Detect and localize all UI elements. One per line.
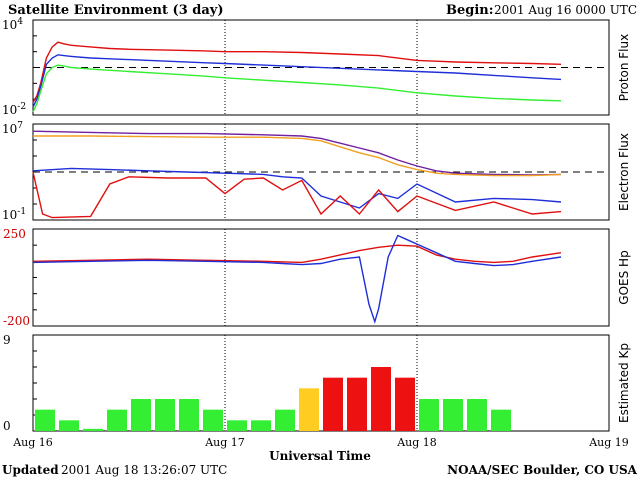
credit: NOAA/SEC Boulder, CO USA (447, 463, 638, 477)
x-tick-aug17: Aug 17 (204, 436, 245, 449)
panel-electron: 107 10-1 Electron Flux (2, 121, 631, 222)
kp-bar (323, 377, 343, 431)
y-tick-label: 9 (3, 333, 11, 347)
panel-proton: 104 10-2 Proton Flux (2, 17, 631, 117)
y-tick-label: 104 (2, 17, 23, 32)
blue-series-line (32, 234, 562, 325)
kp-bar (443, 399, 463, 431)
kp-bar (83, 428, 103, 431)
y-tick-label: 0 (3, 419, 11, 433)
kp-bar (419, 399, 439, 431)
kp-bar (299, 388, 319, 431)
begin-label: Begin: (446, 3, 494, 18)
kp-bar (179, 399, 199, 431)
kp-bar (107, 409, 127, 431)
kp-bar (275, 409, 295, 431)
x-axis-label: Universal Time (269, 449, 371, 463)
kp-bar (131, 399, 151, 431)
red-series-line (32, 41, 562, 103)
y-tick-label: 107 (2, 121, 23, 136)
red-series-line (32, 171, 562, 219)
y-tick-label: 10-1 (2, 207, 26, 222)
kp-bar (347, 377, 367, 431)
purple-series-line (32, 130, 562, 176)
blue-series-line (32, 54, 562, 108)
orange-series-line (33, 135, 562, 177)
x-tick-aug19: Aug 19 (588, 436, 629, 449)
kp-bar (251, 420, 271, 431)
kp-bar (227, 420, 247, 431)
kp-bar (203, 409, 223, 431)
y-tick-label: 10-2 (2, 102, 26, 117)
y-axis-label: Proton Flux (617, 34, 631, 101)
panel-frame (32, 228, 610, 327)
begin-value: 2001 Aug 16 0000 UTC (494, 3, 637, 17)
green-series-line (32, 64, 562, 113)
x-tick-aug18: Aug 18 (396, 436, 437, 449)
kp-bar (155, 399, 175, 431)
y-axis-label: Electron Flux (617, 133, 631, 211)
kp-bar (59, 420, 79, 431)
updated-label: Updated (2, 463, 59, 477)
chart-title: Satellite Environment (3 day) (8, 3, 223, 18)
y-tick-label: -200 (3, 314, 30, 328)
panel-hp: 250 -200 GOES Hp (3, 227, 631, 328)
y-tick-label: 250 (3, 227, 26, 241)
kp-bar (491, 409, 511, 431)
red-series-line (32, 244, 562, 264)
kp-bar (395, 377, 415, 431)
kp-bar (371, 367, 391, 431)
x-tick-aug16: Aug 16 (12, 436, 53, 449)
blue-series-line (32, 167, 562, 209)
y-axis-label: GOES Hp (617, 250, 631, 304)
kp-bar (35, 409, 55, 431)
panel-kp: 9 0 Estimated Kp (3, 333, 631, 433)
updated-value: 2001 Aug 18 13:26:07 UTC (61, 463, 227, 477)
y-axis-label: Estimated Kp (617, 343, 631, 423)
kp-bar (467, 399, 487, 431)
